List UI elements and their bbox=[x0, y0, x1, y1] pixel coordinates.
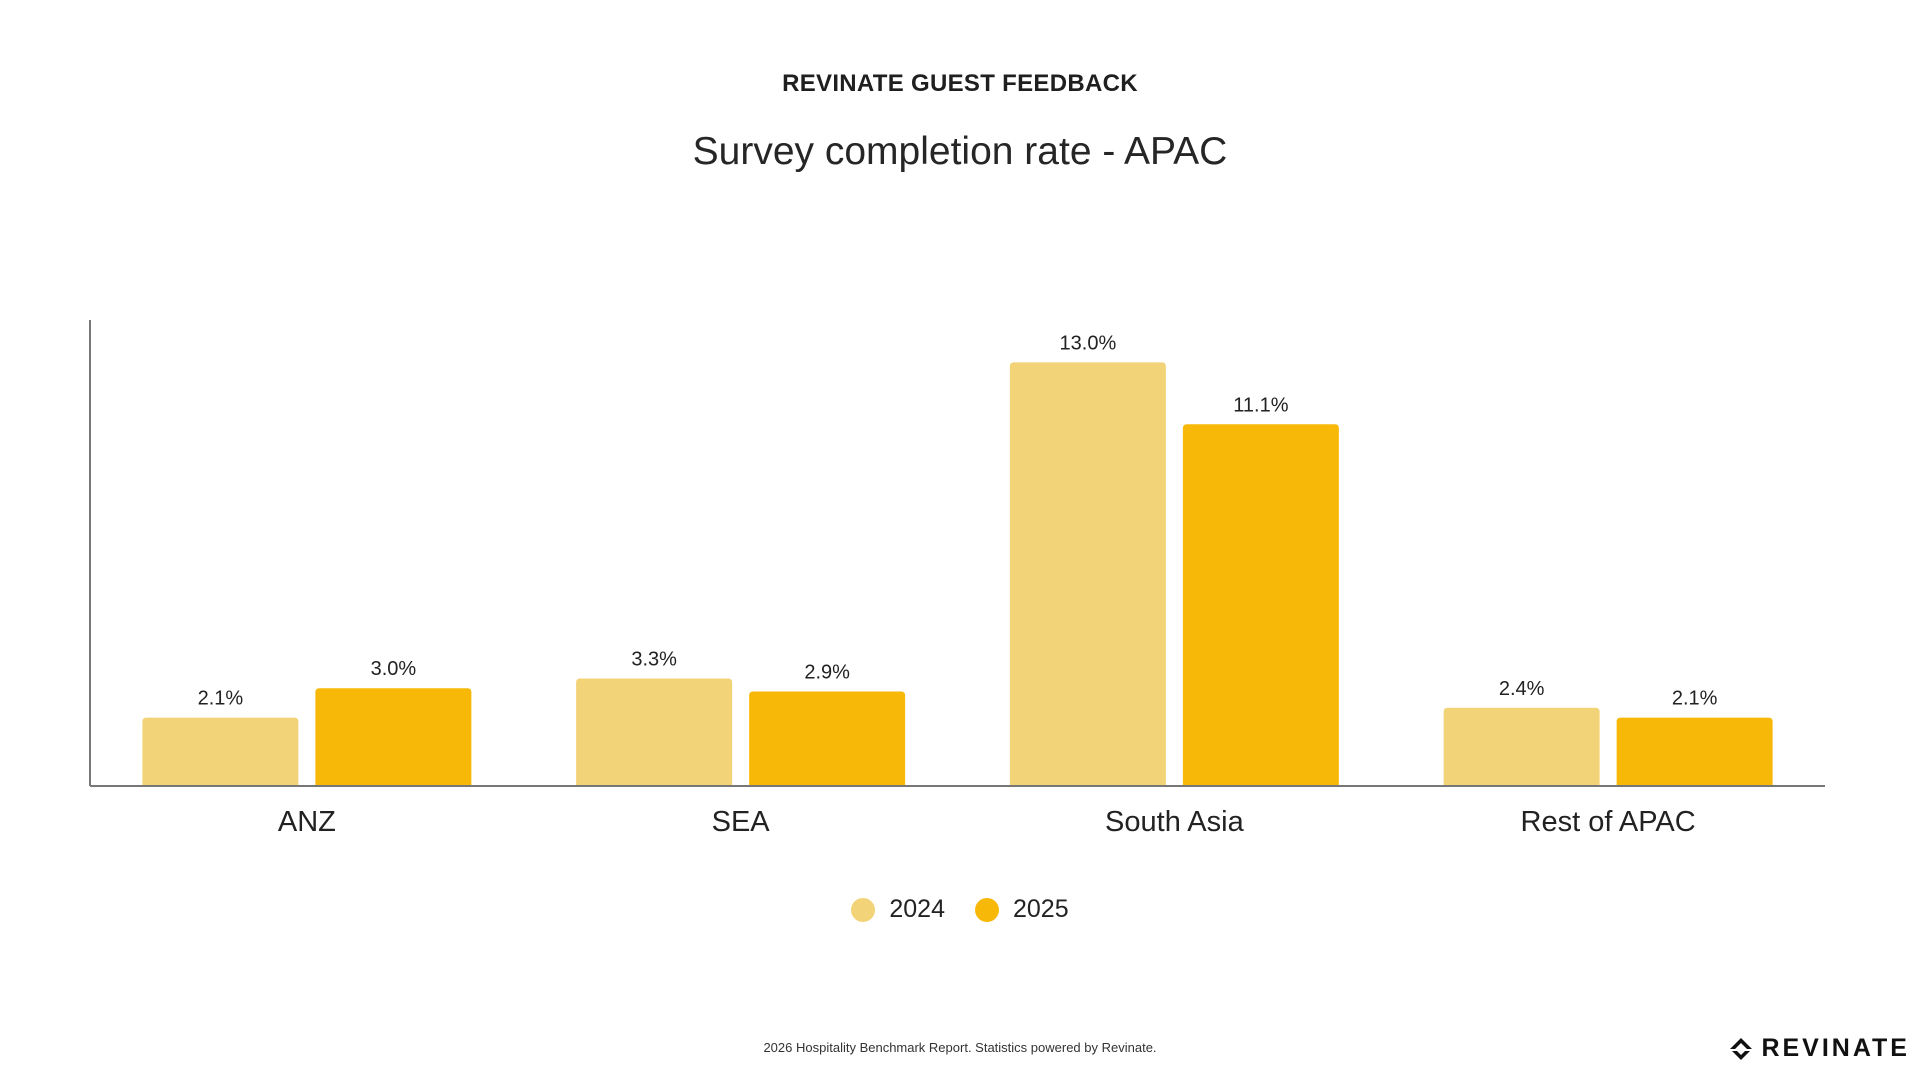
legend-item-2025: 2025 bbox=[975, 895, 1069, 924]
data-label-2024-south-asia: 13.0% bbox=[1060, 332, 1117, 354]
data-label-2025-sea: 2.9% bbox=[804, 661, 850, 683]
report-eyebrow: REVINATE GUEST FEEDBACK bbox=[782, 70, 1138, 97]
bar-2025-rest-of-apac bbox=[1616, 717, 1773, 786]
x-tick-label-anz: ANZ bbox=[278, 806, 336, 838]
chart-legend: 2024 2025 bbox=[0, 895, 1920, 924]
bar-2024-south-asia bbox=[1009, 362, 1166, 786]
data-label-2025-rest-of-apac: 2.1% bbox=[1672, 688, 1718, 710]
data-label-2024-rest-of-apac: 2.4% bbox=[1499, 678, 1545, 700]
legend-swatch-2024 bbox=[851, 897, 876, 922]
legend-swatch-2025 bbox=[975, 897, 999, 922]
bar-2025-sea bbox=[749, 691, 906, 786]
revinate-logo-icon bbox=[1730, 1037, 1753, 1060]
x-tick-label-south-asia: South Asia bbox=[1105, 806, 1245, 838]
bar-2025-south-asia bbox=[1182, 424, 1339, 786]
legend-label-2024: 2024 bbox=[889, 895, 945, 923]
bar-2024-sea bbox=[576, 678, 733, 786]
data-label-2025-south-asia: 11.1% bbox=[1233, 394, 1288, 416]
bar-2024-anz bbox=[142, 717, 299, 786]
revinate-logo: REVINATE bbox=[1729, 1034, 1910, 1063]
legend-label-2025: 2025 bbox=[1013, 895, 1069, 923]
chart-title: Survey completion rate - APAC bbox=[692, 130, 1228, 173]
footnote: 2026 Hospitality Benchmark Report. Stati… bbox=[763, 1040, 1157, 1055]
x-tick-label-rest-of-apac: Rest of APAC bbox=[1521, 806, 1696, 838]
revinate-logo-text: REVINATE bbox=[1761, 1034, 1910, 1062]
bar-2024-rest-of-apac bbox=[1443, 707, 1600, 786]
data-label-2024-anz: 2.1% bbox=[198, 688, 244, 710]
x-tick-label-sea: SEA bbox=[712, 806, 771, 838]
data-label-2025-anz: 3.0% bbox=[371, 658, 417, 680]
bar-2025-anz bbox=[315, 688, 472, 786]
legend-item-2024: 2024 bbox=[851, 895, 945, 924]
data-label-2024-sea: 3.3% bbox=[631, 648, 677, 670]
